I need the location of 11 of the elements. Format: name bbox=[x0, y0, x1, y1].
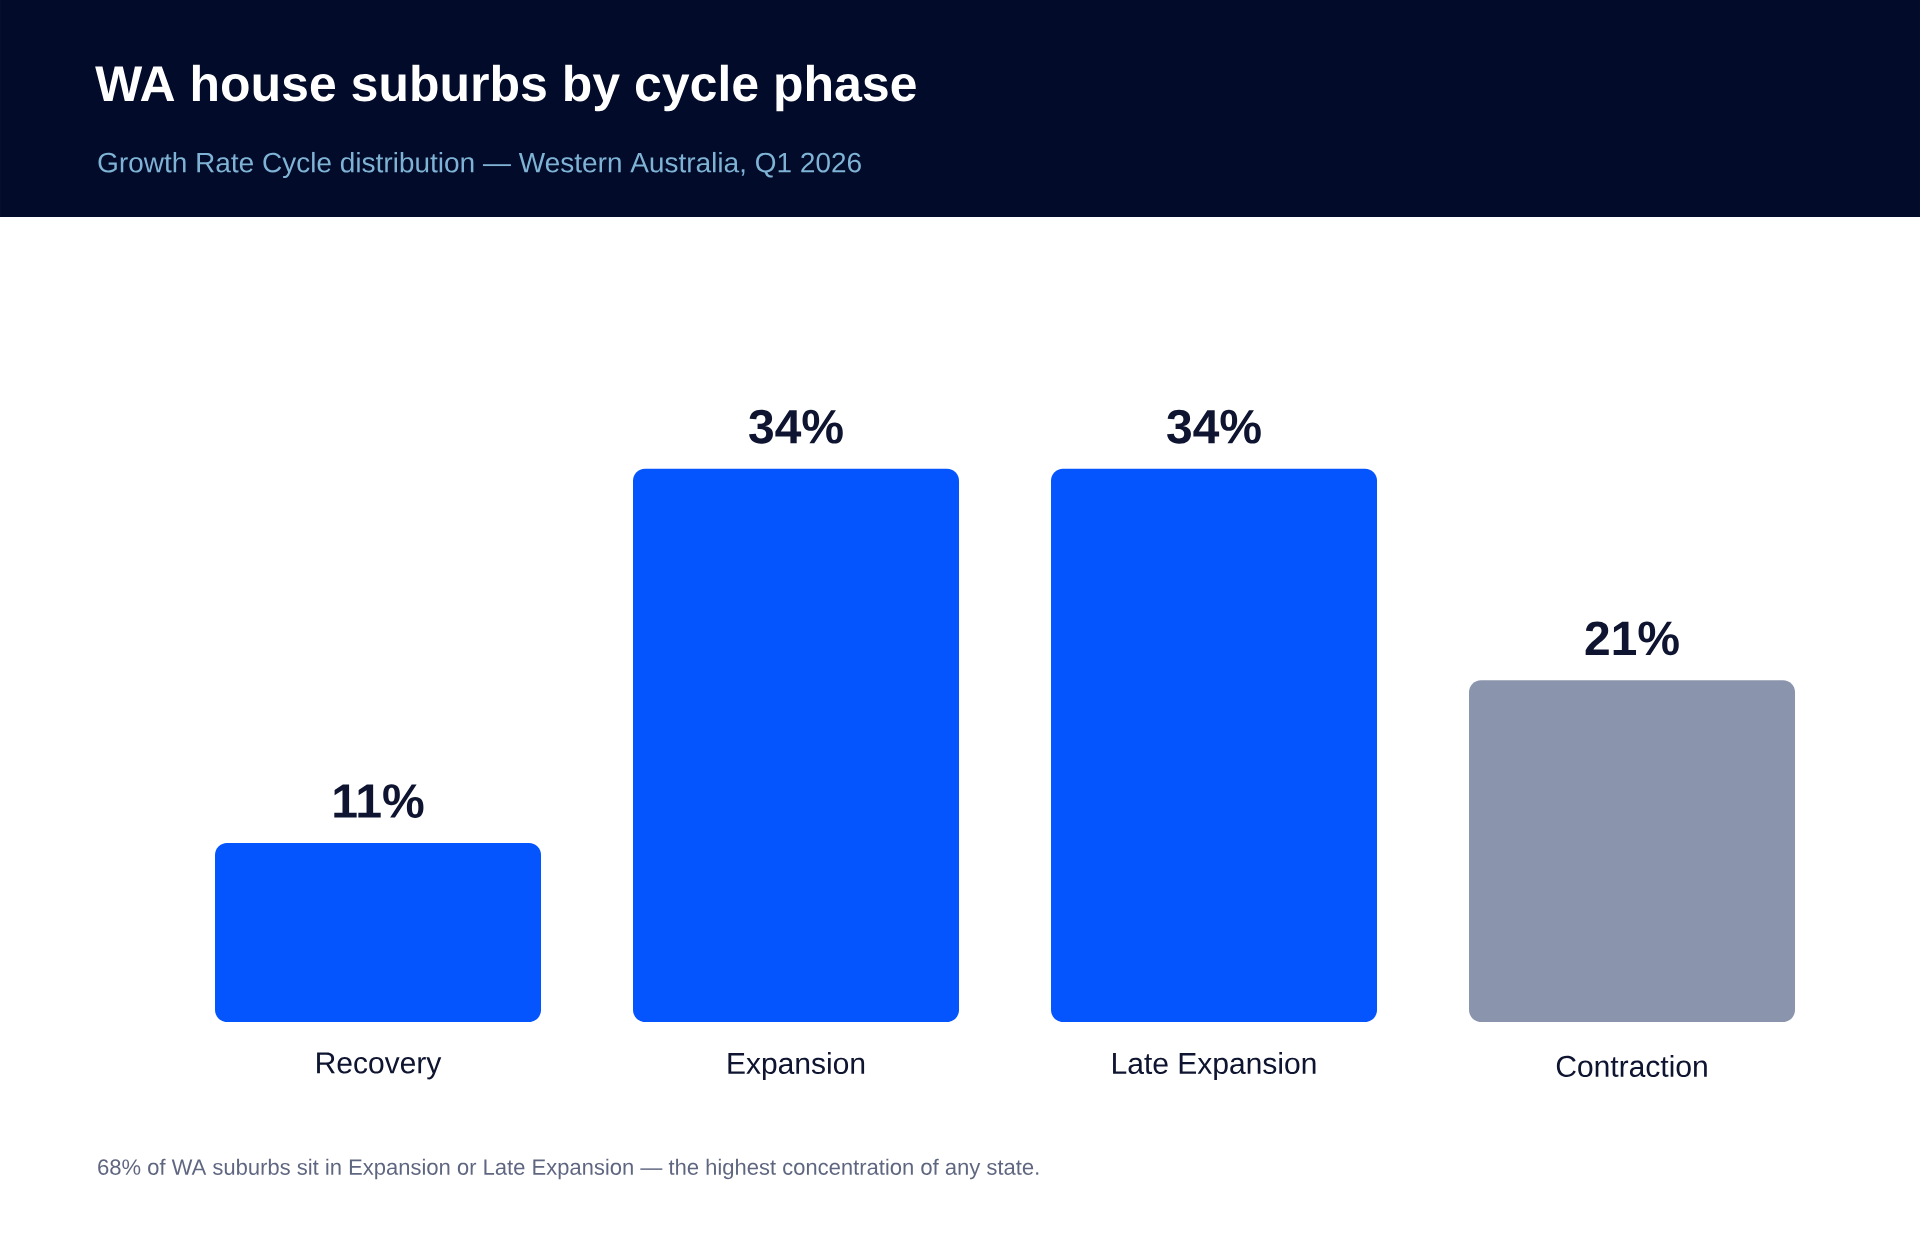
x-tick-label: Late Expansion bbox=[1113, 1052, 1316, 1080]
x-tick-label: Contraction bbox=[1556, 1054, 1707, 1077]
text: 68% of WA suburbs sit in Expansion or Late Expansion — the highest concentration of any state. bbox=[98, 1158, 1039, 1180]
data-label: 21% bbox=[1585, 621, 1679, 656]
data-label: 34% bbox=[1167, 409, 1261, 444]
data-label: 34% bbox=[749, 409, 843, 444]
x-tick-label: Recovery bbox=[317, 1052, 442, 1080]
data-label: 11% bbox=[334, 784, 424, 818]
chart-title: WA house suburbs by cycle phase bbox=[95, 64, 916, 112]
x-tick-label: Expansion bbox=[728, 1052, 865, 1080]
chart-subtitle: Growth Rate Cycle distribution — Western Australia, Q1 2026 bbox=[98, 151, 861, 179]
